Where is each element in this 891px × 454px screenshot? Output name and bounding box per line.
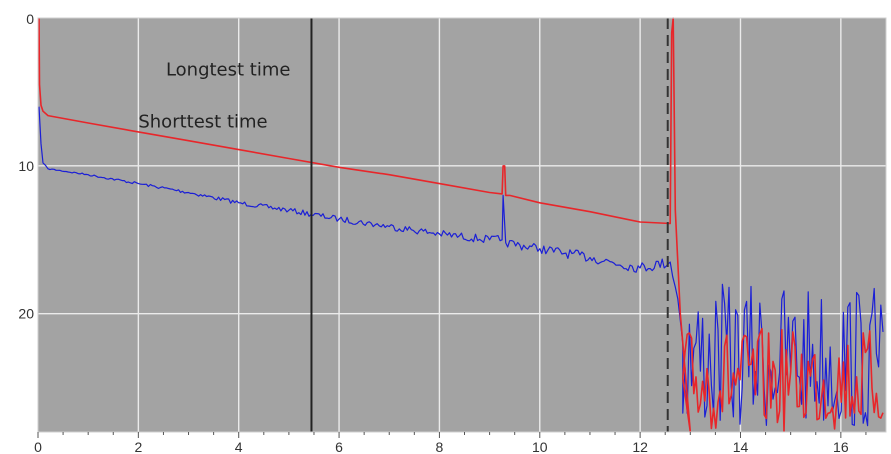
- series-line-1: [38, 106, 884, 427]
- x-tick-label-2: 4: [235, 439, 243, 454]
- x-tick-label-1: 2: [134, 439, 142, 454]
- series-line-0: [38, 17, 884, 433]
- y-tick-label-0: 0: [26, 11, 34, 27]
- x-tick-label-3: 6: [335, 439, 343, 454]
- x-tick-label-5: 10: [532, 439, 548, 454]
- annotation-0: Longtest time: [166, 60, 291, 81]
- y-tick-label-2: 20: [18, 306, 34, 322]
- x-tick-label-6: 12: [632, 439, 648, 454]
- annotation-1: Shorttest time: [138, 111, 267, 132]
- x-tick-label-7: 14: [733, 439, 749, 454]
- plot-border: [37, 17, 887, 433]
- y-tick-label-1: 10: [18, 158, 34, 174]
- x-tick-label-4: 8: [436, 439, 444, 454]
- x-tick-label-0: 0: [34, 439, 42, 454]
- x-tick-label-8: 16: [833, 439, 849, 454]
- plot-area: [38, 18, 886, 432]
